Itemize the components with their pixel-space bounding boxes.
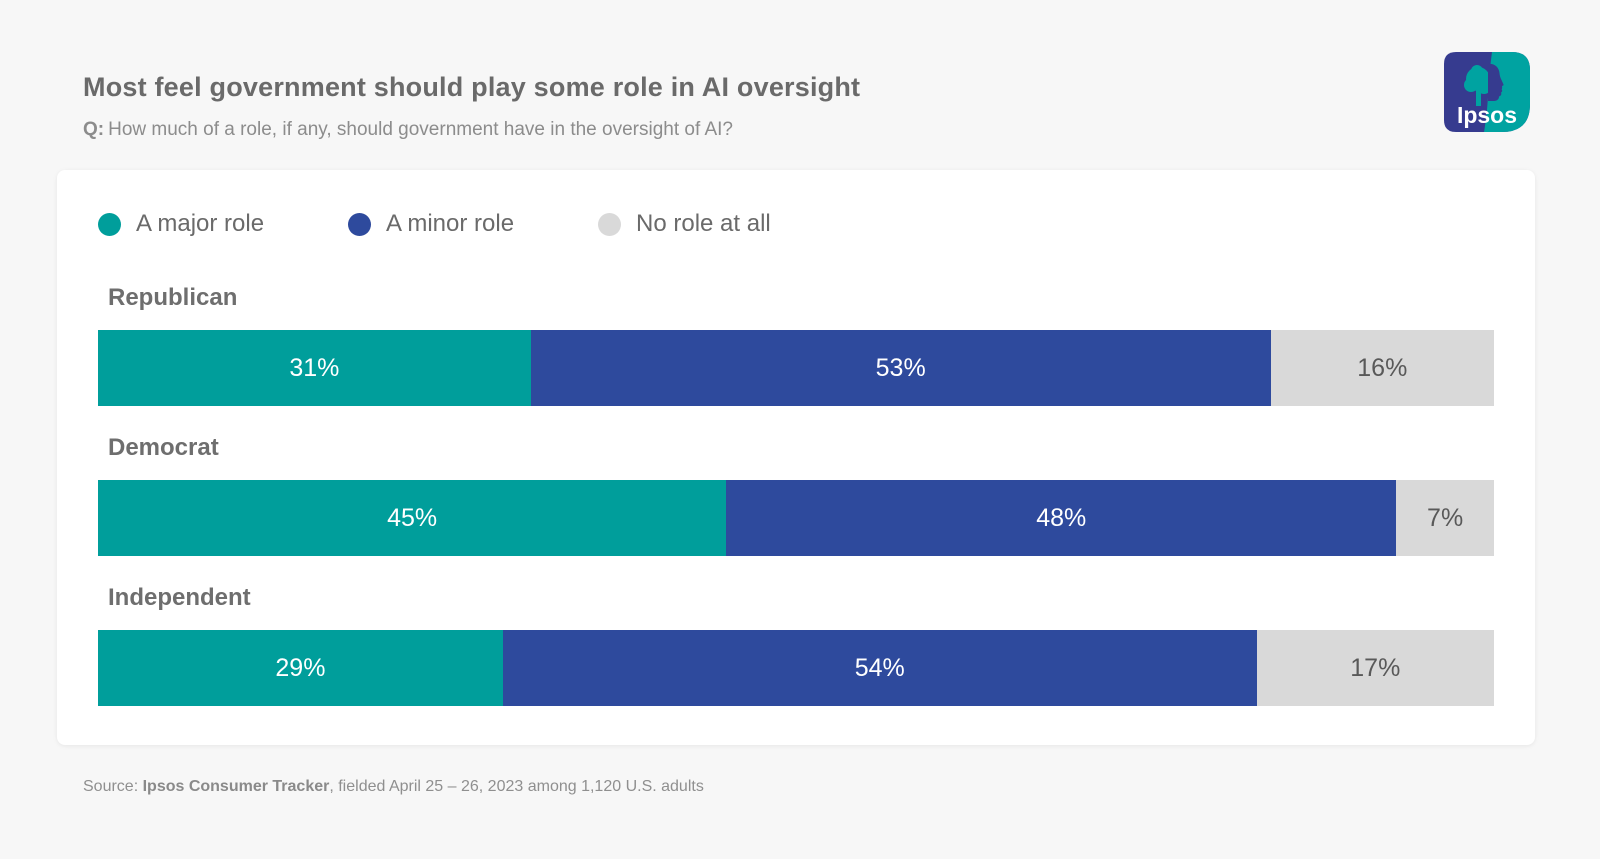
- bar-segment-minor-role: 54%: [502, 630, 1257, 706]
- legend-label: A minor role: [386, 210, 515, 237]
- bar-segment-no-role: 17%: [1256, 630, 1494, 706]
- question-text: Q: How much of a role, if any, should gov…: [83, 119, 860, 141]
- ipsos-logo: Ipsos: [1444, 52, 1530, 132]
- ipsos-logo-graphic: Ipsos: [1444, 52, 1530, 132]
- stacked-bar-democrat: 45% 48% 7%: [98, 480, 1494, 556]
- legend-dot-minor-role: [348, 212, 371, 236]
- bar-segment-major-role: 29%: [98, 630, 503, 706]
- legend: A major role A minor role No role at all: [98, 210, 1494, 238]
- legend-dot-major-role: [98, 212, 121, 236]
- page-title: Most feel government should play some ro…: [83, 72, 861, 102]
- bar-segment-minor-role: 48%: [726, 480, 1397, 556]
- source-name: Ipsos Consumer Tracker: [142, 778, 330, 795]
- chart-card: A major role A minor role No role at all…: [57, 170, 1535, 745]
- source-prefix: Source:: [83, 778, 143, 795]
- legend-label: A major role: [136, 210, 265, 237]
- legend-item-major-role: A major role: [98, 210, 348, 238]
- bar-segment-minor-role: 53%: [530, 330, 1271, 406]
- stacked-bar-independent: 29% 54% 17%: [98, 630, 1494, 706]
- bar-segment-major-role: 45%: [98, 480, 727, 556]
- source-suffix: , fielded April 25 – 26, 2023 among 1,12…: [329, 778, 704, 795]
- header: Most feel government should play some ro…: [83, 72, 860, 141]
- bar-segment-no-role: 7%: [1396, 480, 1494, 556]
- bar-segment-no-role: 16%: [1270, 330, 1494, 406]
- bar-group-republican: Republican 31% 53% 16%: [98, 283, 1494, 406]
- source-note: Source: Ipsos Consumer Tracker, fielded …: [83, 778, 704, 796]
- legend-dot-no-role: [598, 212, 621, 236]
- stacked-bar-republican: 31% 53% 16%: [98, 330, 1494, 406]
- category-label: Independent: [108, 584, 251, 611]
- legend-item-minor-role: A minor role: [348, 210, 598, 238]
- question-body: How much of a role, if any, should gover…: [108, 119, 733, 140]
- category-label: Republican: [108, 284, 238, 311]
- logo-wordmark: Ipsos: [1457, 102, 1517, 128]
- bar-group-independent: Independent 29% 54% 17%: [98, 583, 1494, 706]
- bar-segment-major-role: 31%: [98, 330, 531, 406]
- legend-label: No role at all: [636, 210, 771, 237]
- legend-item-no-role: No role at all: [598, 210, 771, 238]
- question-label: Q:: [83, 119, 105, 140]
- face-profile-icon: [1488, 63, 1504, 101]
- category-label: Democrat: [108, 434, 219, 461]
- bar-group-democrat: Democrat 45% 48% 7%: [98, 433, 1494, 556]
